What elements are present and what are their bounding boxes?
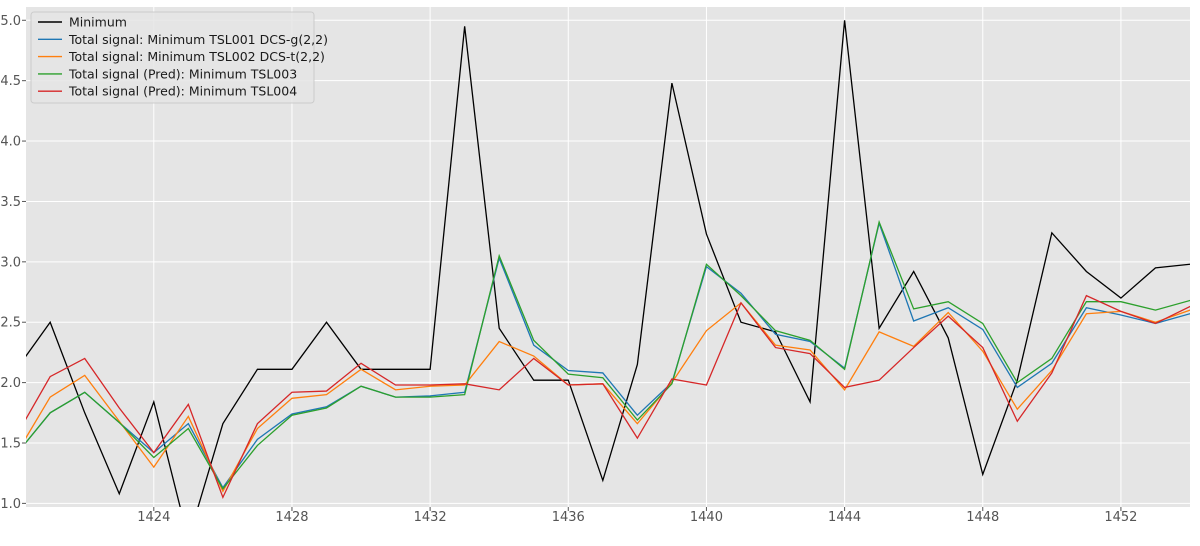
series-line-2 [26,220,1190,489]
legend-entry-label: Total signal (Pred): Minimum TSL003 [68,66,297,81]
y-tick-label: 12.0 [0,376,21,391]
gridlines [26,7,1190,507]
y-tick-label: 11.5 [0,436,21,451]
x-tick-label: 1444 [828,510,861,525]
x-tick-label: 1448 [966,510,999,525]
y-axis-ticks: 11.0 11.5 12.0 12.5 13.0 13.5 14.0 14.5 15.0 [0,14,26,512]
legend-box [30,11,315,104]
y-tick-label: 14.0 [0,135,21,150]
x-tick-label: 1424 [137,510,170,525]
legend-entry-label: Total signal (Pred): Minimum TSL004 [68,84,297,99]
y-tick-label: 13.5 [0,195,21,210]
y-tick-label: 13.0 [0,255,21,270]
series-line-5 [26,294,1190,500]
legend-entry-label: Minimum [69,15,127,30]
x-tick-label: 1452 [1104,510,1137,525]
x-tick-label: 1432 [414,510,447,525]
series-line-1 [26,20,1190,507]
x-tick-label: 1436 [552,510,585,525]
legend: Minimum Total signal: Minimum TSL001 DCS-… [30,11,328,104]
series-lines [26,20,1190,507]
legend-entry-label: Total signal: Minimum TSL002 DCS-t(2,2) [68,49,325,64]
y-tick-label: 12.5 [0,316,21,331]
legend-entry-label: Total signal: Minimum TSL001 DCS-g(2,2) [68,32,328,47]
y-tick-label: 14.5 [0,74,21,89]
x-tick-label: 1428 [275,510,308,525]
x-tick-label: 1440 [690,510,723,525]
y-tick-label: 11.0 [0,497,21,512]
series-line-4 [26,219,1190,491]
x-axis-ticks: 1424 1428 1432 1436 1440 1444 1448 1452 [137,507,1137,525]
y-tick-label: 15.0 [0,14,21,29]
